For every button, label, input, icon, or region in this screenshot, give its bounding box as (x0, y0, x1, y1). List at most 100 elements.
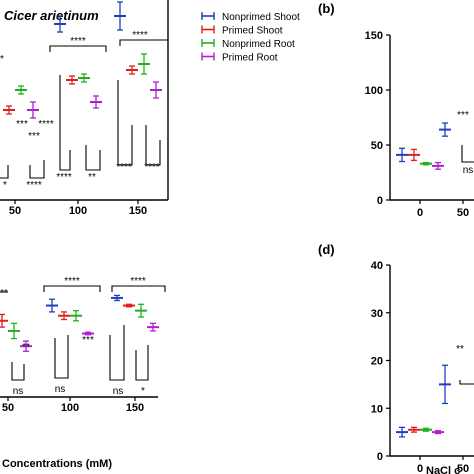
significance-label: *** (457, 110, 469, 121)
significance-label: *** (82, 335, 94, 346)
panel-d-x-axis-label: NaCl c (426, 465, 460, 474)
y-tick-label: 0 (377, 195, 383, 207)
data-point (420, 427, 432, 432)
data-point (27, 101, 39, 119)
significance-bracket (0, 165, 9, 179)
data-point (432, 430, 444, 435)
data-point (408, 148, 420, 162)
significance-label: ** (22, 342, 30, 353)
y-tick-label: 100 (365, 85, 383, 97)
significance-label: **** (38, 119, 54, 130)
significance-bracket (59, 75, 71, 171)
data-point (147, 322, 159, 332)
data-point (90, 95, 102, 109)
significance-bracket (29, 160, 45, 179)
axes (0, 0, 474, 457)
data-point (8, 322, 20, 340)
data-point (432, 161, 444, 170)
significance-label: ns (463, 165, 474, 176)
significance-label: ** (0, 288, 8, 299)
significance-bracket (119, 39, 168, 46)
legend-entry: Nonprimed Root (222, 39, 295, 50)
data-point (439, 364, 451, 405)
significance-label: *** (28, 131, 40, 142)
significance-bracket (11, 362, 25, 381)
data-point (70, 309, 82, 322)
data-point (82, 331, 94, 336)
data-point (439, 122, 451, 137)
data-point (396, 426, 408, 438)
significance-label: ns (13, 386, 24, 397)
data-point (58, 311, 70, 321)
y-tick-label: 20 (371, 356, 383, 368)
legend: Nonprimed Shoot Primed Shoot Nonprimed Roo… (201, 12, 300, 64)
data-point (78, 73, 90, 83)
data-point (111, 294, 123, 302)
significance-label: **** (70, 36, 86, 47)
x-tick-label: 0 (417, 463, 423, 474)
panel-b-label: (b) (318, 1, 335, 16)
significance-label: **** (64, 276, 80, 287)
significance-bracket (85, 145, 101, 171)
tick-labels: 50 100 150 50 100 150 0 50 0 50 100 150 0 50 0 10 20 30 40 (2, 30, 469, 474)
significance-bracket (111, 285, 166, 292)
y-tick-label: 0 (377, 451, 383, 463)
data-point (0, 313, 8, 328)
significance-label: * (3, 180, 7, 191)
significance-label: ns (113, 386, 124, 397)
chart-marks (0, 1, 451, 438)
data-point (46, 298, 58, 313)
x-tick-label: 100 (61, 402, 79, 414)
significance-label: **** (56, 172, 72, 183)
significance-bracket (43, 285, 101, 292)
data-point (20, 340, 32, 352)
y-tick-label: 40 (371, 260, 383, 272)
data-point (420, 161, 432, 166)
significance-bracket (135, 345, 149, 381)
data-point (126, 65, 138, 75)
x-tick-label: 50 (457, 463, 469, 474)
legend-entry: Primed Shoot (222, 26, 283, 37)
legend-entry: Nonprimed Shoot (222, 12, 300, 23)
significance-label: ns (55, 384, 66, 395)
x-tick-label: 0 (417, 207, 423, 219)
x-tick-label: 50 (457, 207, 469, 219)
data-point (66, 75, 78, 85)
significance-label: **** (130, 276, 146, 287)
significance-label: ** (456, 344, 464, 355)
data-point (54, 15, 66, 33)
data-point (150, 81, 162, 99)
significance-label: **** (132, 30, 148, 41)
significance-label: * (141, 386, 145, 397)
data-point (3, 105, 15, 115)
panel-a-x-axis-label: Concentrations (mM) (2, 458, 112, 470)
figure-title: Cicer arietinum (4, 8, 99, 23)
legend-entry: Primed Root (222, 53, 278, 64)
significance-bracket (459, 380, 474, 385)
y-tick-label: 50 (371, 140, 383, 152)
data-point (135, 303, 147, 318)
significance-label: **** (26, 180, 42, 191)
panel-d-label: (d) (318, 242, 335, 257)
x-tick-label: 100 (69, 205, 87, 217)
significance-marks: ***************** ******** ********* ******… (0, 30, 474, 397)
x-tick-label: 50 (2, 402, 14, 414)
data-point (114, 1, 126, 31)
significance-bracket (117, 80, 133, 166)
y-tick-label: 30 (371, 308, 383, 320)
data-point (396, 147, 408, 163)
significance-label: **** (116, 162, 132, 173)
significance-label: *** (16, 119, 28, 130)
significance-label: **** (144, 162, 160, 173)
data-point (408, 426, 420, 433)
significance-bracket (145, 125, 161, 166)
significance-bracket (49, 45, 107, 52)
y-tick-label: 10 (371, 403, 383, 415)
x-tick-label: 50 (9, 205, 21, 217)
y-tick-label: 150 (365, 30, 383, 42)
x-tick-label: 150 (129, 205, 147, 217)
data-point (15, 85, 27, 95)
significance-label: * (0, 54, 4, 65)
data-point (138, 53, 150, 75)
